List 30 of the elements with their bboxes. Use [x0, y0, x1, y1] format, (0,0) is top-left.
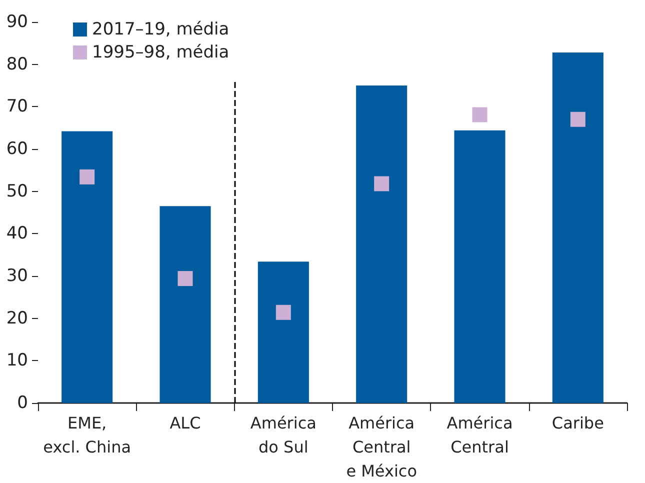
y-tick-label: 40	[6, 224, 28, 244]
legend-label: 2017–19, média	[92, 20, 230, 40]
x-tick-label: América Central e México	[346, 414, 417, 480]
x-tick-label: EME, excl. China	[43, 414, 132, 456]
y-tick-label: 20	[6, 308, 28, 328]
bar	[454, 130, 506, 403]
point	[80, 169, 95, 184]
legend-label: 1995–98, média	[92, 42, 230, 62]
bar	[160, 206, 211, 403]
y-tick-label: 30	[6, 266, 28, 286]
y-tick-label: 80	[6, 54, 28, 74]
point	[276, 304, 291, 320]
y-tick-label: 70	[6, 96, 28, 117]
y-tick-label: 60	[6, 139, 28, 159]
y-tick-label: 0	[17, 393, 28, 413]
y-tick-label: 90	[6, 12, 28, 32]
bar	[62, 131, 113, 403]
y-tick-label: 10	[6, 350, 28, 371]
bar	[356, 86, 408, 403]
bar	[552, 52, 604, 403]
bar	[258, 262, 309, 403]
y-tick-label: 50	[6, 181, 28, 202]
point	[374, 176, 390, 192]
x-tick-label: ALC	[170, 414, 201, 432]
x-tick-label: Caribe	[552, 414, 604, 432]
point	[570, 112, 586, 127]
point	[178, 271, 193, 286]
point	[472, 107, 488, 122]
x-tick-label: América Central	[446, 414, 513, 456]
x-tick-label: América do Sul	[250, 414, 316, 456]
